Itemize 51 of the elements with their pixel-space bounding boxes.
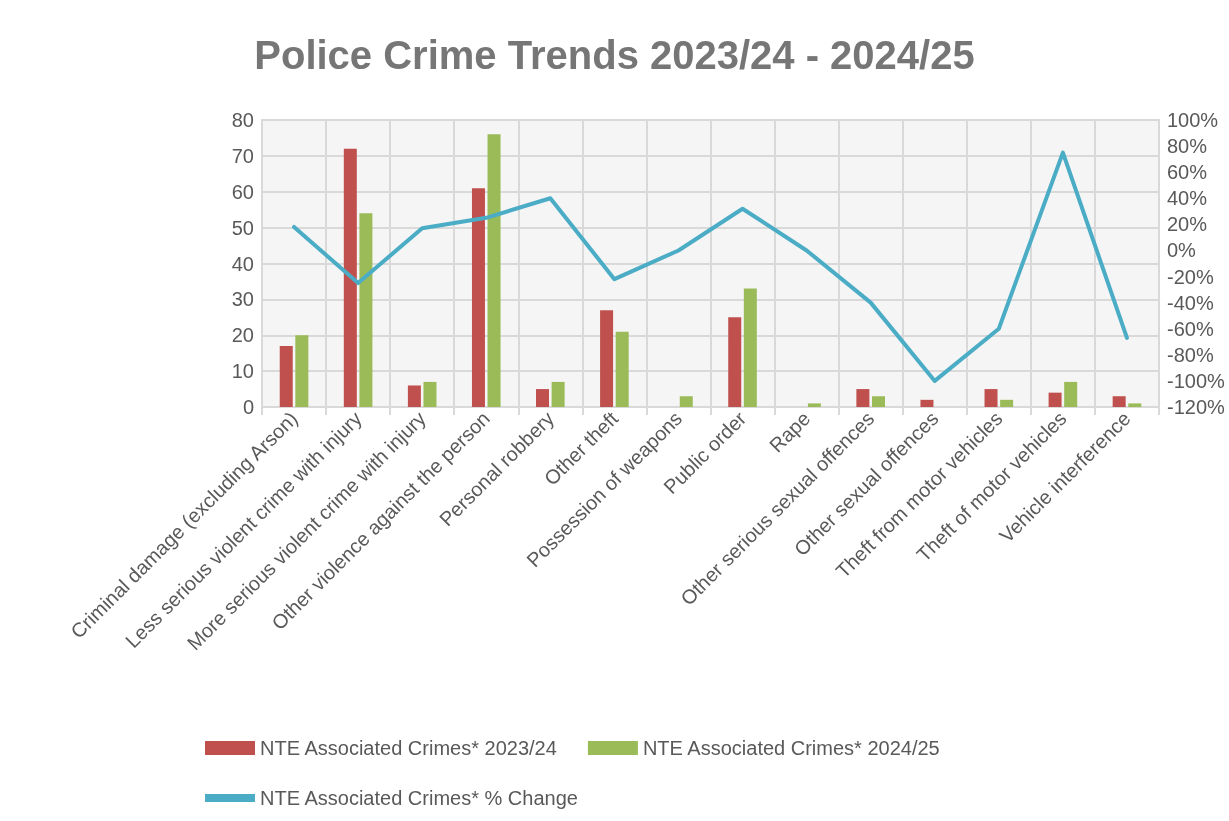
bar xyxy=(1128,403,1142,407)
bar xyxy=(295,335,309,407)
y-tick-label: 10 xyxy=(231,360,254,383)
bar xyxy=(343,148,357,407)
y-tick-label: 70 xyxy=(231,144,254,167)
bar xyxy=(807,403,821,407)
bar xyxy=(279,346,293,407)
y2-tick-label: -100% xyxy=(1167,369,1226,392)
y2-tick-label: 40% xyxy=(1167,187,1208,210)
bar xyxy=(536,389,550,407)
y-tick-label: 40 xyxy=(231,252,254,275)
bar xyxy=(551,381,565,407)
y2-tick-label: 80% xyxy=(1167,135,1208,158)
legend-label: NTE Associated Crimes* 2024/25 xyxy=(642,737,940,759)
bar xyxy=(920,399,934,407)
bar xyxy=(1112,396,1126,407)
bar xyxy=(1048,392,1062,407)
y2-tick-label: 60% xyxy=(1167,161,1208,184)
bar xyxy=(1000,399,1014,407)
legend-label: NTE Associated Crimes* % Change xyxy=(260,787,578,809)
y-tick-label: 60 xyxy=(231,180,254,203)
chart-title: Police Crime Trends 2023/24 - 2024/25 xyxy=(254,33,975,77)
y2-tick-label: -40% xyxy=(1167,291,1214,314)
bar xyxy=(728,317,742,407)
y2-tick-label: 100% xyxy=(1167,109,1219,131)
bar xyxy=(871,396,885,407)
bar xyxy=(487,134,501,407)
y2-tick-label: -20% xyxy=(1167,265,1214,288)
bar xyxy=(856,389,870,407)
bar xyxy=(359,213,373,407)
bar xyxy=(679,396,693,407)
y-tick-label: 0 xyxy=(242,396,254,418)
bar xyxy=(984,389,998,407)
y2-tick-label: 20% xyxy=(1167,213,1208,236)
y2-tick-label: -120% xyxy=(1167,396,1226,418)
legend-label: NTE Associated Crimes* 2023/24 xyxy=(260,737,557,759)
bar xyxy=(743,288,757,407)
y2-tick-label: 0% xyxy=(1167,239,1197,262)
bar xyxy=(471,188,485,407)
y-tick-label: 30 xyxy=(231,288,254,311)
bar xyxy=(423,381,437,407)
y-tick-label: 20 xyxy=(231,324,254,347)
y-tick-label: 80 xyxy=(231,109,254,131)
bar xyxy=(1064,381,1078,407)
y-tick-label: 50 xyxy=(231,216,254,239)
y2-tick-label: -60% xyxy=(1167,317,1214,340)
bar xyxy=(615,331,629,407)
line-series xyxy=(292,150,1129,383)
bar xyxy=(407,385,421,407)
y2-tick-label: -80% xyxy=(1167,343,1214,366)
bar xyxy=(600,310,614,407)
